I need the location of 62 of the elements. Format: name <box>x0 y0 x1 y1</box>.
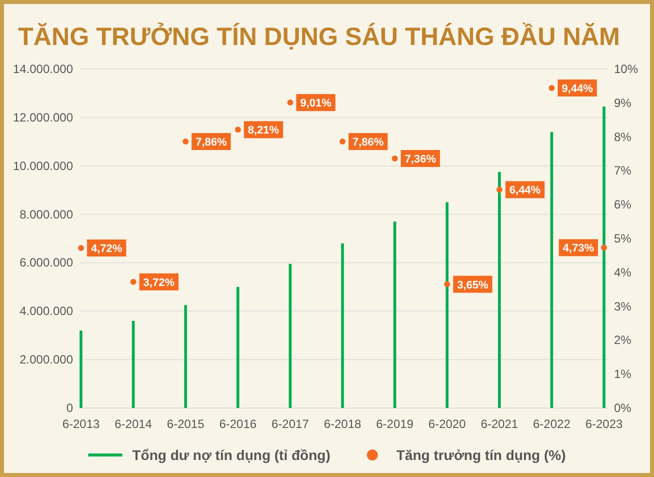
data-label: 9,01% <box>300 98 332 110</box>
x-tick-label: 6-2016 <box>219 417 257 431</box>
x-tick-label: 6-2017 <box>272 417 310 431</box>
y2-tick-label: 10% <box>614 62 638 76</box>
point <box>234 126 241 133</box>
y-tick-label: 6.000.000 <box>20 256 74 270</box>
point <box>548 84 555 91</box>
data-label: 4,73% <box>562 242 594 255</box>
y-tick-label: 4.000.000 <box>20 304 74 318</box>
point <box>496 186 502 193</box>
point <box>182 138 189 145</box>
point <box>340 138 346 145</box>
point <box>130 278 136 285</box>
x-tick-label: 6-2021 <box>480 417 518 431</box>
y2-tick-label: 9% <box>614 96 632 110</box>
data-label: 3,72% <box>143 276 175 289</box>
y2-tick-label: 3% <box>614 299 632 314</box>
point <box>444 281 450 288</box>
y-tick-label: 12.000.000 <box>12 110 74 124</box>
y2-tick-label: 8% <box>614 130 632 144</box>
x-tick-label: 6-2013 <box>62 417 100 431</box>
bar <box>446 202 448 408</box>
bar <box>341 243 344 408</box>
bar <box>184 305 187 408</box>
legend-label: Tổng dư nợ tín dụng (tỉ đồng) <box>132 447 330 463</box>
x-tick-label: 6-2023 <box>585 417 624 431</box>
y2-tick-label: 4% <box>614 265 632 280</box>
point <box>392 155 398 162</box>
y-tick-label: 0 <box>66 401 74 415</box>
data-label: 9,44% <box>562 82 594 95</box>
point <box>78 244 84 251</box>
y-tick-label: 8.000.000 <box>20 207 74 222</box>
bar <box>602 106 606 408</box>
data-label: 7,36% <box>404 153 436 166</box>
data-label: 3,65% <box>457 279 489 292</box>
data-label: 7,86% <box>352 136 384 149</box>
y2-tick-label: 5% <box>614 232 632 246</box>
y-tick-label: 2.000.000 <box>20 352 74 367</box>
x-tick-label: 6-2014 <box>114 417 152 431</box>
point <box>287 100 294 106</box>
y2-tick-label: 2% <box>614 333 632 348</box>
legend-label: Tăng trưởng tín dụng (%) <box>396 447 566 463</box>
x-tick-label: 6-2022 <box>533 417 571 431</box>
y2-tick-label: 1% <box>614 367 632 382</box>
x-tick-label: 6-2020 <box>428 417 466 431</box>
y-tick-label: 10.000.000 <box>12 158 74 173</box>
bar <box>498 172 501 408</box>
x-tick-label: 6-2019 <box>376 417 414 431</box>
x-tick-label: 6-2015 <box>166 417 205 431</box>
data-label: 4,72% <box>90 242 122 255</box>
bar <box>236 286 240 408</box>
data-label: 8,21% <box>248 124 280 137</box>
y2-tick-label: 0% <box>614 401 632 415</box>
y2-tick-label: 7% <box>614 164 632 178</box>
data-label: 6,44% <box>509 184 541 197</box>
x-tick-label: 6-2018 <box>324 417 362 431</box>
bar <box>80 330 82 408</box>
chart-title: TĂNG TRƯỞNG TÍN DỤNG SÁU THÁNG ĐẦU NĂM <box>18 22 620 51</box>
point <box>601 244 607 251</box>
y-tick-label: 14.000.000 <box>12 62 74 76</box>
y2-tick-label: 6% <box>614 198 632 212</box>
data-label: 7,86% <box>196 136 228 149</box>
